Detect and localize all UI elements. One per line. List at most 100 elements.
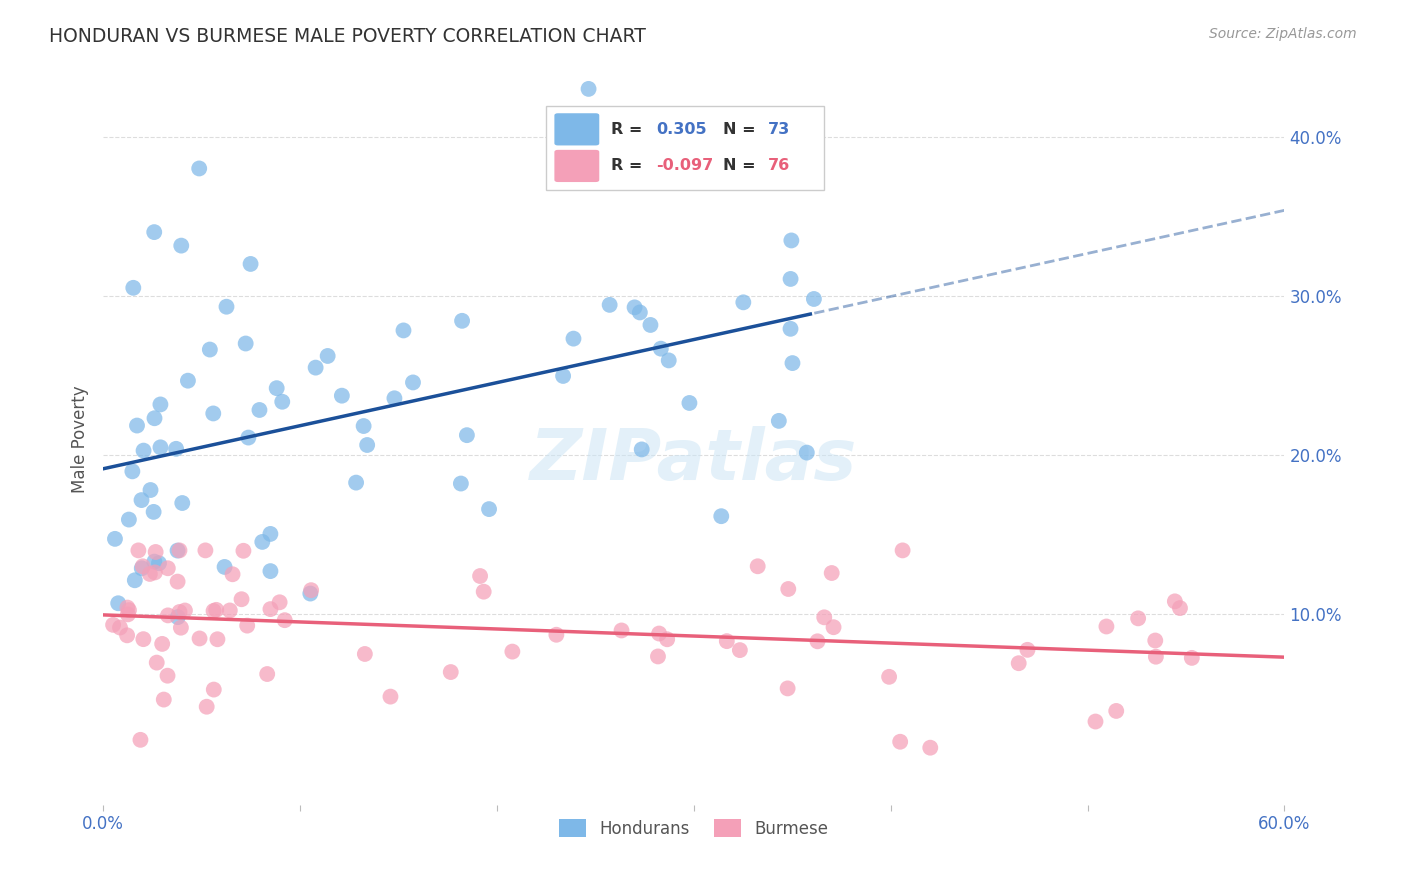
Point bbox=[221, 567, 243, 582]
Point bbox=[782, 356, 804, 370]
Point bbox=[118, 512, 141, 526]
FancyBboxPatch shape bbox=[554, 150, 599, 182]
Text: ZIPatlas: ZIPatlas bbox=[530, 426, 858, 495]
Point bbox=[174, 603, 197, 617]
Point bbox=[170, 621, 193, 635]
Point bbox=[139, 566, 162, 581]
Point bbox=[330, 389, 353, 403]
Point bbox=[678, 396, 700, 410]
Point bbox=[188, 632, 211, 646]
Point bbox=[165, 442, 187, 456]
Point bbox=[172, 496, 194, 510]
Point bbox=[450, 476, 472, 491]
Point bbox=[156, 669, 179, 683]
Point bbox=[1168, 601, 1191, 615]
Point bbox=[1126, 611, 1149, 625]
Point bbox=[1084, 714, 1107, 729]
Text: R =: R = bbox=[612, 122, 643, 136]
Point bbox=[131, 561, 153, 575]
Point bbox=[779, 322, 801, 336]
Point bbox=[747, 559, 769, 574]
Point bbox=[920, 740, 942, 755]
Point bbox=[806, 634, 828, 648]
Point bbox=[107, 596, 129, 610]
Point bbox=[143, 566, 166, 580]
Point bbox=[716, 634, 738, 648]
Point bbox=[456, 428, 478, 442]
Point bbox=[384, 392, 406, 406]
Point bbox=[198, 343, 221, 357]
Text: 0.305: 0.305 bbox=[657, 122, 707, 136]
Point bbox=[546, 628, 568, 642]
Point bbox=[156, 608, 179, 623]
Point bbox=[1105, 704, 1128, 718]
Point bbox=[356, 438, 378, 452]
Point bbox=[132, 443, 155, 458]
Point bbox=[118, 603, 141, 617]
Point bbox=[132, 632, 155, 647]
Point bbox=[152, 692, 174, 706]
Point bbox=[478, 502, 501, 516]
Point bbox=[235, 336, 257, 351]
Point bbox=[156, 561, 179, 575]
Point bbox=[131, 493, 153, 508]
Point bbox=[142, 505, 165, 519]
Point bbox=[821, 566, 844, 580]
Y-axis label: Male Poverty: Male Poverty bbox=[72, 385, 89, 492]
Point bbox=[139, 483, 162, 497]
Point bbox=[501, 644, 523, 658]
Point bbox=[468, 569, 491, 583]
Point bbox=[299, 586, 322, 600]
Point bbox=[562, 332, 585, 346]
Point bbox=[344, 475, 367, 490]
Point bbox=[236, 618, 259, 632]
Point bbox=[169, 543, 191, 558]
Point bbox=[121, 464, 143, 478]
Point bbox=[733, 295, 755, 310]
Point bbox=[1017, 643, 1039, 657]
Point bbox=[218, 603, 240, 617]
Point bbox=[599, 298, 621, 312]
Point bbox=[166, 610, 188, 624]
Point bbox=[108, 621, 131, 635]
Point bbox=[145, 656, 167, 670]
Point bbox=[1164, 594, 1187, 608]
Point bbox=[1095, 619, 1118, 633]
Point bbox=[553, 368, 575, 383]
Point bbox=[451, 314, 474, 328]
Text: HONDURAN VS BURMESE MALE POVERTY CORRELATION CHART: HONDURAN VS BURMESE MALE POVERTY CORRELA… bbox=[49, 27, 647, 45]
Point bbox=[658, 353, 681, 368]
Point bbox=[628, 305, 651, 319]
Point bbox=[166, 574, 188, 589]
Text: Source: ZipAtlas.com: Source: ZipAtlas.com bbox=[1209, 27, 1357, 41]
Point bbox=[115, 628, 138, 642]
Point bbox=[891, 543, 914, 558]
Point bbox=[117, 607, 139, 622]
Point bbox=[125, 418, 148, 433]
Point bbox=[231, 592, 253, 607]
Point bbox=[779, 272, 801, 286]
Point bbox=[728, 643, 751, 657]
Point bbox=[392, 323, 415, 337]
Point bbox=[143, 555, 166, 569]
Point bbox=[132, 559, 155, 574]
Text: R =: R = bbox=[612, 159, 643, 173]
Point bbox=[630, 442, 652, 457]
Point bbox=[252, 535, 274, 549]
Point bbox=[1144, 633, 1167, 648]
Point bbox=[188, 161, 211, 176]
Point bbox=[402, 376, 425, 390]
Point bbox=[440, 665, 463, 679]
Point bbox=[889, 735, 911, 749]
Legend: Hondurans, Burmese: Hondurans, Burmese bbox=[553, 813, 835, 844]
Point bbox=[316, 349, 339, 363]
Point bbox=[101, 618, 124, 632]
Point bbox=[1008, 657, 1031, 671]
Point bbox=[122, 281, 145, 295]
Point bbox=[177, 374, 200, 388]
Point bbox=[148, 556, 170, 570]
Point bbox=[195, 699, 218, 714]
Point bbox=[202, 407, 225, 421]
Point bbox=[166, 543, 188, 558]
Text: -0.097: -0.097 bbox=[657, 159, 713, 173]
